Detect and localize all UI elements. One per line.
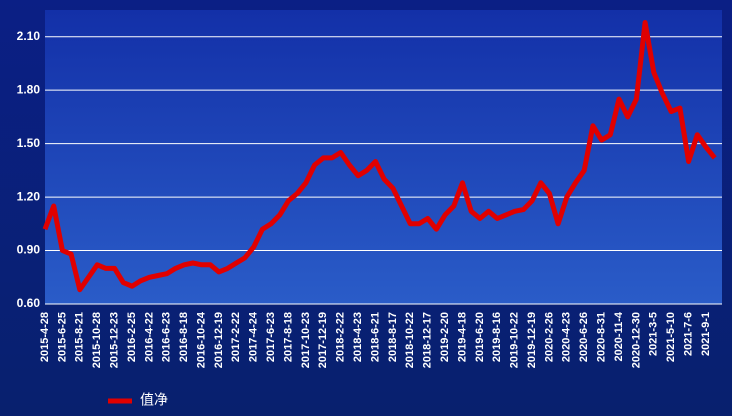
- x-tick-label: 2020-2-26: [543, 312, 555, 362]
- x-tick-label: 2019-2-20: [439, 312, 451, 362]
- x-tick-label: 2021-3-5: [648, 312, 660, 356]
- x-tick-label: 2017-10-23: [300, 312, 312, 368]
- x-tick-label: 2015-8-21: [74, 312, 86, 362]
- x-tick-label: 2021-7-6: [683, 312, 695, 356]
- x-tick-label: 2015-6-25: [56, 312, 68, 362]
- x-tick-label: 2016-6-23: [161, 312, 173, 362]
- x-tick-label: 2021-5-10: [665, 312, 677, 362]
- x-tick-label: 2015-12-23: [108, 312, 120, 368]
- plot-area: [45, 10, 722, 304]
- legend-label: 值净: [140, 392, 168, 408]
- y-tick-label: 1.20: [17, 189, 41, 203]
- x-tick-label: 2018-12-17: [422, 312, 434, 368]
- x-tick-label: 2018-4-23: [352, 312, 364, 362]
- x-tick-label: 2018-8-17: [387, 312, 399, 362]
- y-tick-label: 1.50: [17, 136, 41, 150]
- x-tick-label: 2020-8-31: [596, 312, 608, 362]
- x-tick-label: 2019-4-18: [456, 312, 468, 362]
- x-tick-label: 2017-4-24: [248, 311, 260, 362]
- y-tick-label: 0.90: [17, 243, 41, 257]
- x-tick-label: 2020-6-26: [578, 312, 590, 362]
- x-tick-label: 2020-4-23: [561, 312, 573, 362]
- data-line: [42, 20, 717, 293]
- x-tick-label: 2017-2-22: [230, 312, 242, 362]
- x-tick-label: 2018-2-22: [335, 312, 347, 362]
- x-tick-label: 2016-2-25: [126, 312, 138, 362]
- x-tick-label: 2016-12-19: [213, 312, 225, 368]
- x-tick-label: 2018-10-22: [404, 312, 416, 368]
- x-tick-label: 2016-4-22: [143, 312, 155, 362]
- x-tick-label: 2015-10-28: [91, 312, 103, 368]
- x-tick-label: 2017-8-18: [282, 312, 294, 362]
- x-tick-label: 2015-4-28: [39, 312, 51, 362]
- x-tick-label: 2017-6-23: [265, 312, 277, 362]
- x-tick-label: 2018-6-21: [369, 312, 381, 362]
- x-tick-label: 2020-11-4: [613, 311, 625, 361]
- x-tick-label: 2021-9-1: [700, 312, 712, 356]
- y-tick-label: 2.10: [17, 29, 41, 43]
- x-tick-label: 2019-6-20: [474, 312, 486, 362]
- y-tick-label: 1.80: [17, 82, 41, 96]
- x-tick-label: 2019-8-16: [491, 312, 503, 362]
- x-tick-label: 2020-12-30: [630, 312, 642, 368]
- y-tick-label: 0.60: [17, 296, 41, 310]
- x-tick-label: 2016-8-18: [178, 312, 190, 362]
- x-tick-label: 2017-12-19: [317, 312, 329, 368]
- x-tick-label: 2019-10-22: [509, 312, 521, 368]
- x-tick-label: 2016-10-24: [195, 311, 207, 368]
- x-tick-label: 2019-12-19: [526, 312, 538, 368]
